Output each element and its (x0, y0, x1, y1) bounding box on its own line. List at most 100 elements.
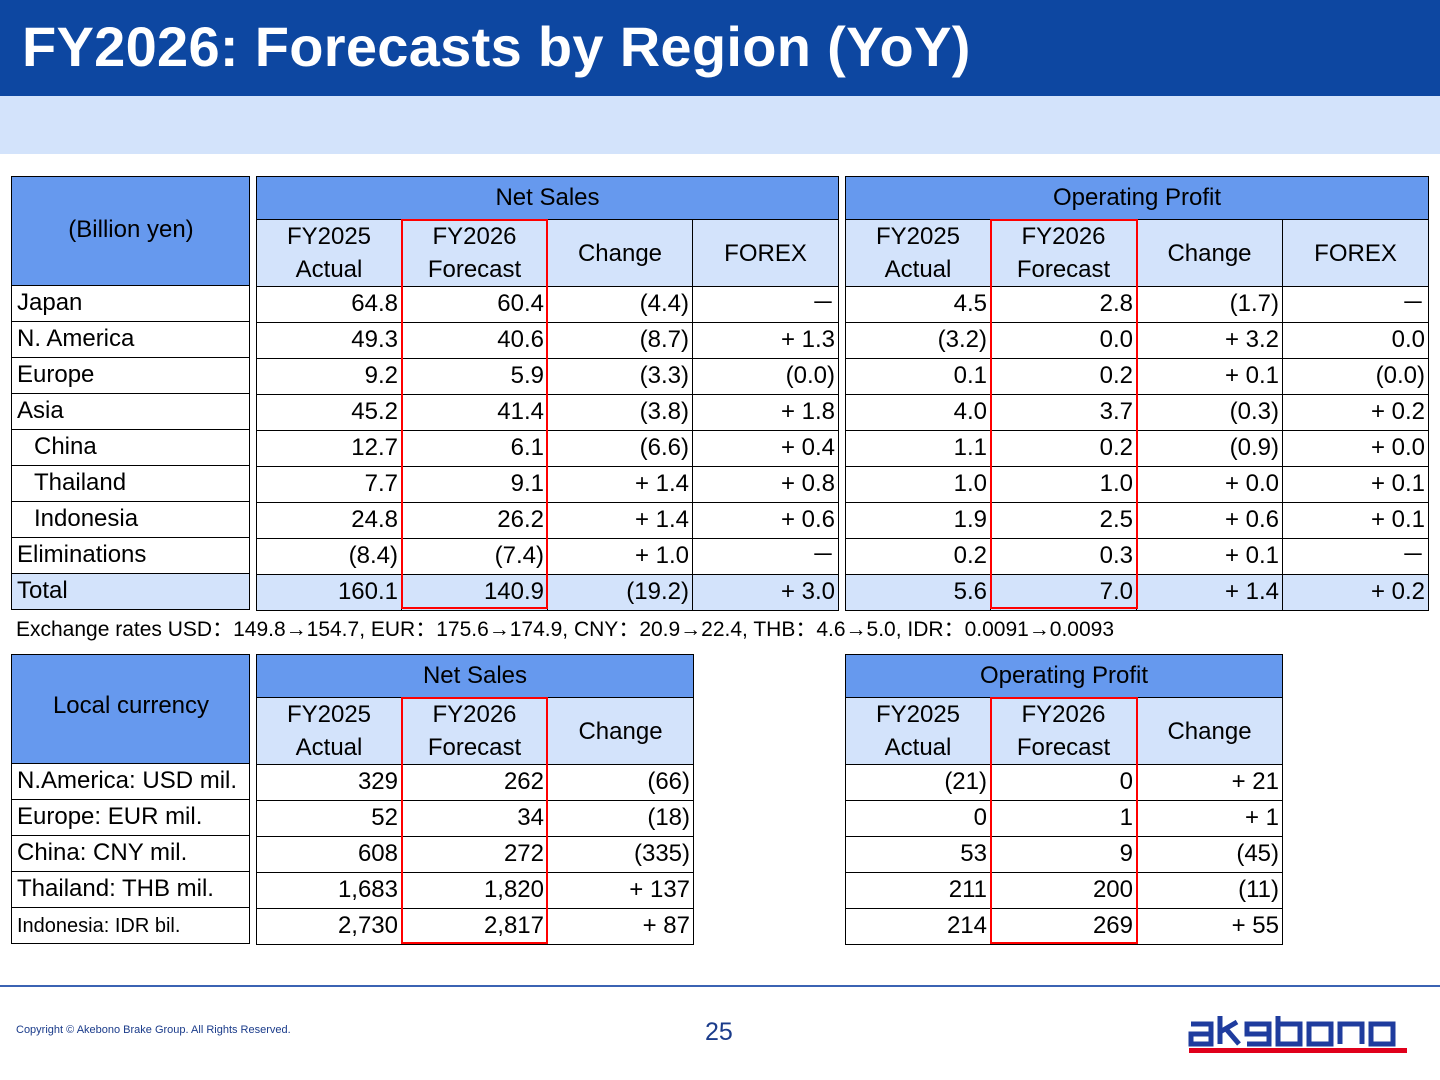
col-forex-header: FOREX (692, 219, 839, 287)
cell-forex: + 3.0 (692, 574, 839, 611)
cell-actual: 64.8 (256, 286, 402, 323)
cell-forecast: 9.1 (401, 466, 548, 503)
col-change-header: Change (546, 697, 695, 765)
local-net-sales-header: Net Sales (255, 654, 695, 698)
cell-actual: 0 (845, 800, 991, 837)
local-currency-label: Local currency (11, 654, 250, 764)
table-row: 0 1 + 1 (845, 800, 1284, 837)
table-row: 5.6 7.0 + 1.4 + 0.2 (845, 574, 1430, 611)
table-row: (8.4) (7.4) + 1.0 － (256, 538, 839, 575)
cell-forecast: 60.4 (401, 286, 548, 323)
cell-forecast: 9 (990, 836, 1137, 873)
table-row: 64.8 60.4 (4.4) － (256, 286, 839, 323)
table-row: Thailand (11, 465, 250, 502)
cell-change: (18) (546, 800, 695, 837)
cell-change: + 1.0 (547, 538, 693, 575)
table-row: 45.2 41.4 (3.8) + 1.8 (256, 394, 839, 431)
table-row: 160.1 140.9 (19.2) + 3.0 (256, 574, 839, 611)
cell-forecast: 34 (401, 800, 548, 837)
table-row: 7.7 9.1 + 1.4 + 0.8 (256, 466, 839, 503)
cell-change: (3.8) (547, 394, 693, 431)
table-row: 1,683 1,820 + 137 (256, 872, 695, 909)
cell-change: (0.9) (1136, 430, 1283, 467)
cell-change: + 21 (1135, 764, 1284, 801)
table-row: 0.2 0.3 + 0.1 － (845, 538, 1430, 575)
table-row: China: CNY mil. (11, 835, 250, 872)
row-label: N.America: USD mil. (11, 763, 250, 800)
table-row: 608 272 (335) (256, 836, 695, 873)
cell-forecast: (7.4) (401, 538, 548, 575)
row-label: Japan (11, 285, 250, 322)
col-forex-header: FOREX (1281, 219, 1430, 287)
cell-actual: 24.8 (256, 502, 402, 539)
cell-actual: 0.1 (845, 358, 991, 395)
table-row: 329 262 (66) (256, 764, 695, 801)
net-sales-table: Net Sales FY2025 Actual FY2026 Forecast Ch… (256, 176, 839, 611)
cell-change: (335) (546, 836, 695, 873)
cell-forex: (0.0) (1281, 358, 1430, 395)
yen-row-labels-table: (Billion yen) Japan N. America Europe Asia C… (11, 176, 250, 610)
cell-forecast: 2.5 (990, 502, 1137, 539)
cell-forex: + 0.6 (692, 502, 839, 539)
col-actual-header: FY2025 Actual (256, 697, 402, 765)
local-operating-profit-table: Operating Profit FY2025 Actual FY2026 Fore… (844, 654, 1284, 945)
cell-change: (11) (1135, 872, 1284, 909)
cell-forex: － (1281, 538, 1430, 575)
cell-forex: + 1.3 (692, 322, 839, 359)
row-label: Total (11, 573, 250, 610)
table-row: 24.8 26.2 + 1.4 + 0.6 (256, 502, 839, 539)
table-row: 0.1 0.2 + 0.1 (0.0) (845, 358, 1430, 395)
cell-actual: 9.2 (256, 358, 402, 395)
cell-forecast: 1 (990, 800, 1137, 837)
table-row: (21) 0 + 21 (845, 764, 1284, 801)
subtitle-band (0, 96, 1440, 154)
cell-actual: 1,683 (256, 872, 402, 909)
row-label: China (11, 429, 250, 466)
cell-change: + 0.1 (1136, 358, 1283, 395)
cell-change: + 55 (1135, 908, 1284, 945)
row-label: Indonesia: IDR bil. (11, 907, 250, 944)
cell-forecast: 41.4 (401, 394, 548, 431)
cell-forecast: 7.0 (990, 574, 1137, 611)
cell-forex: + 0.2 (1281, 574, 1430, 611)
cell-forecast: 272 (401, 836, 548, 873)
cell-actual: 214 (845, 908, 991, 945)
title-bar: FY2026: Forecasts by Region (YoY) (0, 0, 1440, 96)
cell-forecast: 262 (401, 764, 548, 801)
footer-divider (0, 985, 1440, 987)
cell-forecast: 0.0 (990, 322, 1137, 359)
table-row: 53 9 (45) (845, 836, 1284, 873)
cell-actual: 53 (845, 836, 991, 873)
cell-forecast: 3.7 (990, 394, 1137, 431)
table-row: N. America (11, 321, 250, 358)
cell-actual: 608 (256, 836, 402, 873)
col-actual-header: FY2025 Actual (845, 697, 991, 765)
col-change-header: Change (1135, 697, 1284, 765)
units-label: (Billion yen) (11, 176, 250, 286)
row-label: Thailand: THB mil. (11, 871, 250, 908)
cell-forecast: 2.8 (990, 286, 1137, 323)
cell-forex: + 0.1 (1281, 502, 1430, 539)
page-title: FY2026: Forecasts by Region (YoY) (22, 15, 971, 78)
cell-forecast: 6.1 (401, 430, 548, 467)
table-row: Eliminations (11, 537, 250, 574)
cell-change: + 0.0 (1136, 466, 1283, 503)
cell-forecast: 40.6 (401, 322, 548, 359)
cell-change: + 0.1 (1136, 538, 1283, 575)
cell-change: (45) (1135, 836, 1284, 873)
table-row: 2,730 2,817 + 87 (256, 908, 695, 945)
cell-change: (3.3) (547, 358, 693, 395)
row-label: Thailand (11, 465, 250, 502)
local-row-labels-table: Local currency N.America: USD mil. Europe… (11, 654, 250, 944)
cell-actual: 211 (845, 872, 991, 909)
page-number: 25 (705, 1018, 733, 1046)
table-row: 214 269 + 55 (845, 908, 1284, 945)
operating-profit-table: Operating Profit FY2025 Actual FY2026 Fore… (844, 176, 1430, 611)
operating-profit-header: Operating Profit (844, 176, 1430, 220)
local-operating-profit-header: Operating Profit (844, 654, 1284, 698)
exchange-rates-note: Exchange rates USD：149.8→154.7, EUR：175.… (16, 618, 1115, 641)
akebono-logo (1188, 1016, 1407, 1053)
table-row: 49.3 40.6 (8.7) + 1.3 (256, 322, 839, 359)
local-net-sales-table: Net Sales FY2025 Actual FY2026 Forecast Ch… (255, 654, 695, 945)
cell-forecast: 26.2 (401, 502, 548, 539)
